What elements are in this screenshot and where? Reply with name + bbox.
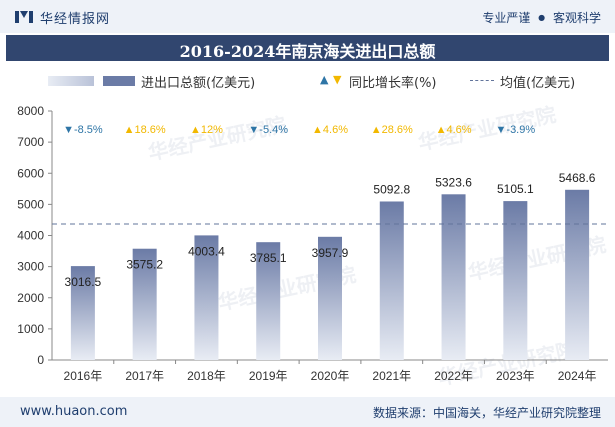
brand-logo-icon <box>15 11 33 23</box>
bar <box>318 236 342 360</box>
footer-bar: www.huaon.com 数据来源：中国海关，华经产业研究院整理 <box>0 397 615 427</box>
x-tick-label: 2019年 <box>249 369 288 383</box>
x-tick-label: 2024年 <box>558 369 597 383</box>
bar-value-label: 3957.9 <box>312 246 349 260</box>
bar <box>441 194 466 360</box>
x-tick-label: 2023年 <box>496 369 535 383</box>
bar <box>379 201 404 360</box>
slogan: 专业严谨 ● 客观科学 <box>480 9 603 26</box>
footer-website-link[interactable]: www.huaon.com <box>20 404 128 419</box>
legend-down-arrow-icon: ▼ <box>333 73 342 86</box>
bar-value-label: 5105.1 <box>497 182 534 196</box>
y-tick-label: 1000 <box>17 322 44 336</box>
bar-value-label: 5092.8 <box>373 182 410 196</box>
bar <box>565 189 590 360</box>
watermark-text: 华经产业研究院 <box>146 112 288 165</box>
title-bar: 2016-2024年南京海关进出口总额 <box>6 35 609 61</box>
growth-rate-label: ▲12% <box>190 124 223 136</box>
legend-rate-label: 同比增长率(%) <box>349 76 437 91</box>
slogan-separator: ● <box>538 13 546 22</box>
chart-legend: 进出口总额(亿美元) ▲ ▼ 同比增长率(%) 均值(亿美元) <box>0 64 615 91</box>
bar-value-label: 4003.4 <box>188 244 225 258</box>
y-tick-label: 5000 <box>17 197 44 211</box>
growth-rate-label: ▼-5.4% <box>248 124 288 136</box>
bar-value-label: 3016.5 <box>65 275 102 289</box>
chart-title: 2016-2024年南京海关进出口总额 <box>179 42 436 61</box>
growth-rate-label: ▼-8.5% <box>63 124 103 136</box>
x-tick-label: 2017年 <box>125 369 164 383</box>
brand-logo[interactable]: 华经情报网 <box>14 7 110 27</box>
legend-average-label: 均值(亿美元) <box>500 76 576 91</box>
y-tick-label: 3000 <box>17 260 44 274</box>
bar <box>70 266 95 360</box>
brand-name: 华经情报网 <box>40 11 111 27</box>
y-tick-label: 6000 <box>17 166 44 180</box>
x-tick-label: 2020年 <box>311 369 350 383</box>
footer-source: 数据来源：中国海关，华经产业研究院整理 <box>372 406 601 420</box>
growth-rate-label: ▲4.6% <box>436 124 472 136</box>
legend-faded-swatch <box>48 76 94 86</box>
legend-up-arrow-icon: ▲ <box>320 73 329 86</box>
y-tick-label: 4000 <box>17 229 44 243</box>
x-tick-label: 2021年 <box>372 369 411 383</box>
bar-value-label: 5468.6 <box>559 171 596 185</box>
growth-rate-label: ▲18.6% <box>124 124 166 136</box>
bar <box>132 248 157 360</box>
bar-value-label: 3785.1 <box>250 251 287 265</box>
bar <box>503 201 528 360</box>
bar <box>194 235 219 360</box>
header-bar: 华经情报网 专业严谨 ● 客观科学 <box>0 0 615 33</box>
x-tick-label: 2016年 <box>64 369 103 383</box>
y-tick-label: 2000 <box>17 291 44 305</box>
legend-average-line <box>470 80 494 81</box>
slogan-left: 专业严谨 <box>482 11 531 25</box>
bar-value-label: 3575.2 <box>126 258 163 272</box>
slogan-right: 客观科学 <box>552 11 601 25</box>
x-tick-label: 2018年 <box>187 369 226 383</box>
y-tick-label: 8000 <box>17 104 44 118</box>
legend-bar-label: 进出口总额(亿美元) <box>141 76 256 91</box>
y-tick-label: 7000 <box>17 135 44 149</box>
bar <box>256 242 281 360</box>
bar-value-label: 5323.6 <box>435 175 472 189</box>
growth-rate-label: ▲28.6% <box>371 124 413 136</box>
legend-bar-swatch <box>103 76 135 86</box>
growth-rate-label: ▲4.6% <box>312 124 348 136</box>
y-tick-label: 0 <box>37 353 44 367</box>
growth-rate-label: ▼-3.9% <box>496 124 536 136</box>
x-tick-label: 2022年 <box>434 369 473 383</box>
